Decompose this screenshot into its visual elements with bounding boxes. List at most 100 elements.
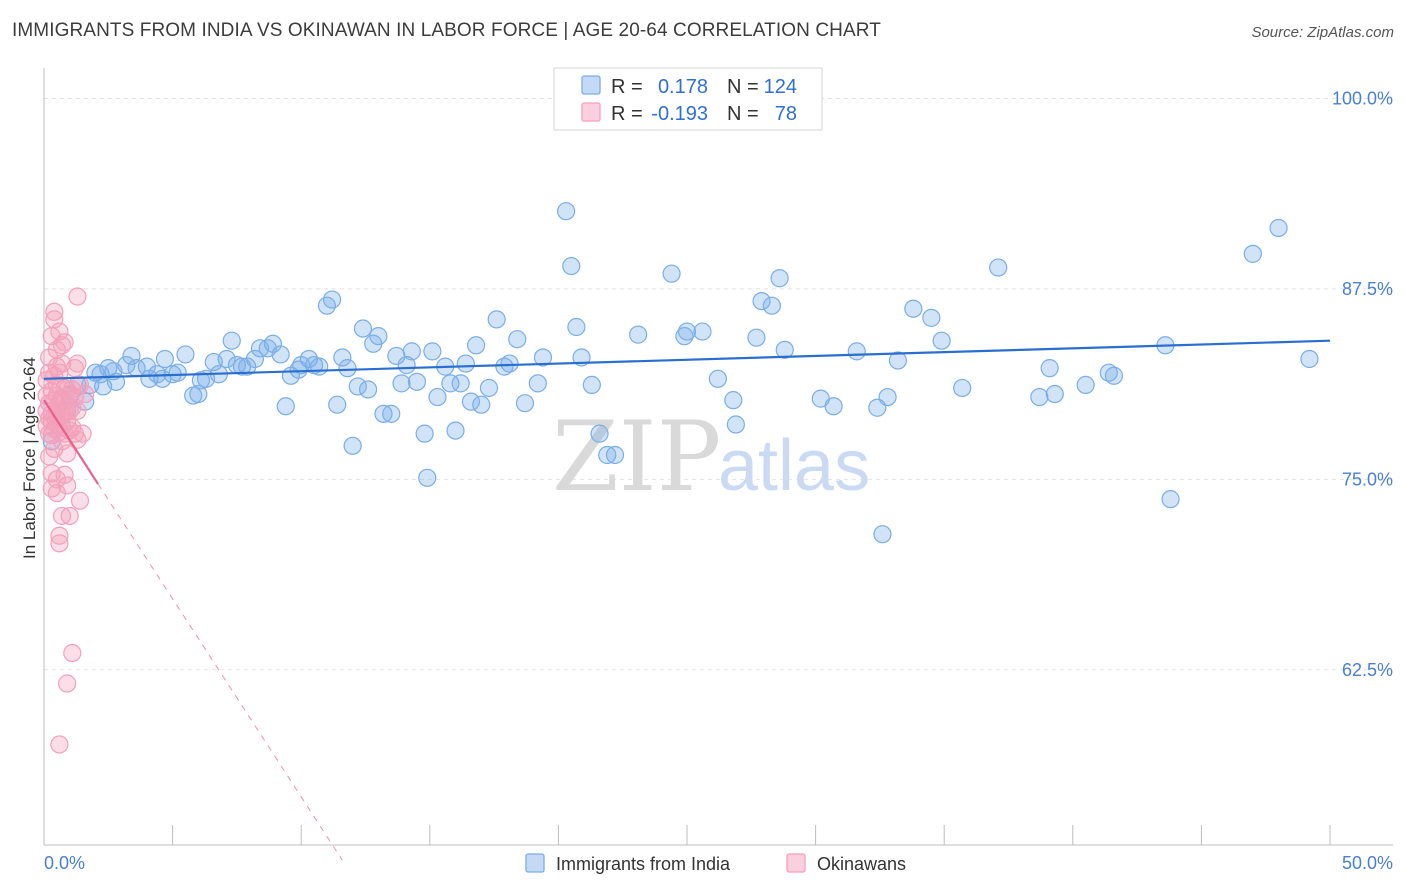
india-point	[446, 421, 465, 440]
india-point	[328, 395, 347, 414]
okinawa-point	[55, 333, 74, 352]
bottom-legend-swatch-okinawa	[786, 853, 806, 873]
y-axis-label: In Labor Force | Age 20-64	[20, 357, 39, 559]
india-point	[117, 355, 136, 375]
india-point	[677, 322, 697, 341]
india-point	[191, 371, 210, 390]
okinawa-point	[50, 735, 69, 754]
india-point	[343, 436, 362, 455]
india-point	[1040, 359, 1059, 378]
okinawa-point	[52, 336, 72, 355]
india-point	[276, 397, 295, 416]
india-point	[662, 264, 681, 283]
india-point	[155, 349, 174, 369]
okinawa-point	[45, 302, 64, 321]
india-point	[428, 387, 447, 407]
legend-swatch-india	[581, 75, 601, 95]
okinawa-point	[45, 439, 64, 458]
stats-legend: R = 0.178 N = 124 R = -0.193 N = 78	[553, 67, 823, 131]
okinawa-point	[63, 380, 82, 399]
source-label: Source: ZipAtlas.com	[1251, 24, 1394, 41]
chart-title: IMMIGRANTS FROM INDIA VS OKINAWAN IN LAB…	[12, 20, 881, 41]
india-point	[392, 374, 411, 393]
india-point	[598, 445, 617, 465]
india-point	[238, 357, 257, 376]
india-point	[168, 363, 187, 382]
y-tick-label-3: 62.5%	[1342, 660, 1393, 680]
series-legend: Immigrants from India Okinawans	[525, 853, 906, 874]
india-point	[932, 331, 951, 350]
india-point	[1161, 490, 1180, 509]
y-tick-label-1: 87.5%	[1342, 279, 1393, 299]
okinawa-point	[63, 643, 82, 663]
india-point	[222, 331, 241, 350]
okinawa-point	[68, 287, 87, 306]
india-point	[466, 336, 486, 355]
okinawa-point	[50, 534, 69, 553]
india-point	[752, 292, 771, 311]
legend-swatch-okinawa	[581, 102, 601, 122]
india-point	[533, 348, 553, 367]
india-point	[382, 404, 401, 423]
watermark-atlas: atlas	[718, 426, 870, 506]
india-point	[487, 310, 506, 329]
legend-r-label-india: R =	[611, 76, 643, 98]
india-point	[747, 328, 766, 347]
india-point	[402, 342, 421, 361]
legend-n-value-okinawa: 78	[775, 103, 797, 125]
india-point	[1104, 366, 1124, 385]
india-point	[1300, 349, 1319, 369]
india-point	[415, 424, 434, 443]
india-point	[515, 394, 535, 413]
okinawa-point	[60, 506, 79, 526]
india-point	[847, 342, 866, 361]
legend-r-label-okinawa: R =	[611, 103, 643, 125]
india-point	[762, 296, 781, 315]
india-point	[1099, 363, 1118, 382]
india-point	[724, 391, 743, 410]
india-point	[605, 445, 625, 465]
okinawa-point	[68, 354, 87, 373]
india-point	[245, 349, 265, 369]
india-point	[369, 327, 388, 346]
india-point	[189, 384, 208, 404]
india-point	[407, 372, 427, 391]
india-point	[922, 308, 941, 327]
x-tick-marks	[43, 825, 1331, 845]
okinawa-point	[68, 401, 87, 420]
y-tick-label-0: 100.0%	[1332, 88, 1393, 108]
india-point	[508, 330, 527, 349]
india-point	[562, 256, 581, 276]
india-point	[590, 424, 609, 443]
india-point	[217, 349, 236, 369]
x-tick-label-0: 0.0%	[44, 853, 85, 873]
x-tick-label-1: 50.0%	[1342, 853, 1393, 873]
india-point	[333, 348, 352, 367]
india-point	[322, 290, 342, 309]
india-point	[176, 345, 195, 364]
india-point	[441, 374, 460, 393]
india-point	[353, 319, 373, 338]
india-point	[500, 354, 519, 373]
india-point	[418, 468, 437, 487]
okinawa-point	[63, 398, 82, 417]
india-point	[726, 415, 745, 434]
india-point	[770, 269, 789, 288]
legend-n-label-okinawa: N =	[727, 103, 759, 125]
bottom-legend-label-india: Immigrants from India	[556, 854, 731, 874]
india-point	[358, 380, 378, 399]
india-point	[824, 397, 843, 416]
y-tick-label-2: 75.0%	[1342, 469, 1393, 489]
okinawa-point	[73, 424, 92, 443]
india-point	[461, 392, 481, 411]
india-point	[888, 351, 908, 370]
india-point	[708, 369, 727, 388]
india-point	[374, 404, 393, 423]
trendlines	[43, 339, 1331, 861]
india-point	[479, 378, 499, 398]
india-point	[582, 375, 601, 394]
okinawa-point	[50, 526, 69, 545]
okinawa-point	[47, 483, 66, 503]
india-point	[423, 342, 442, 361]
okinawa-point	[55, 465, 74, 484]
